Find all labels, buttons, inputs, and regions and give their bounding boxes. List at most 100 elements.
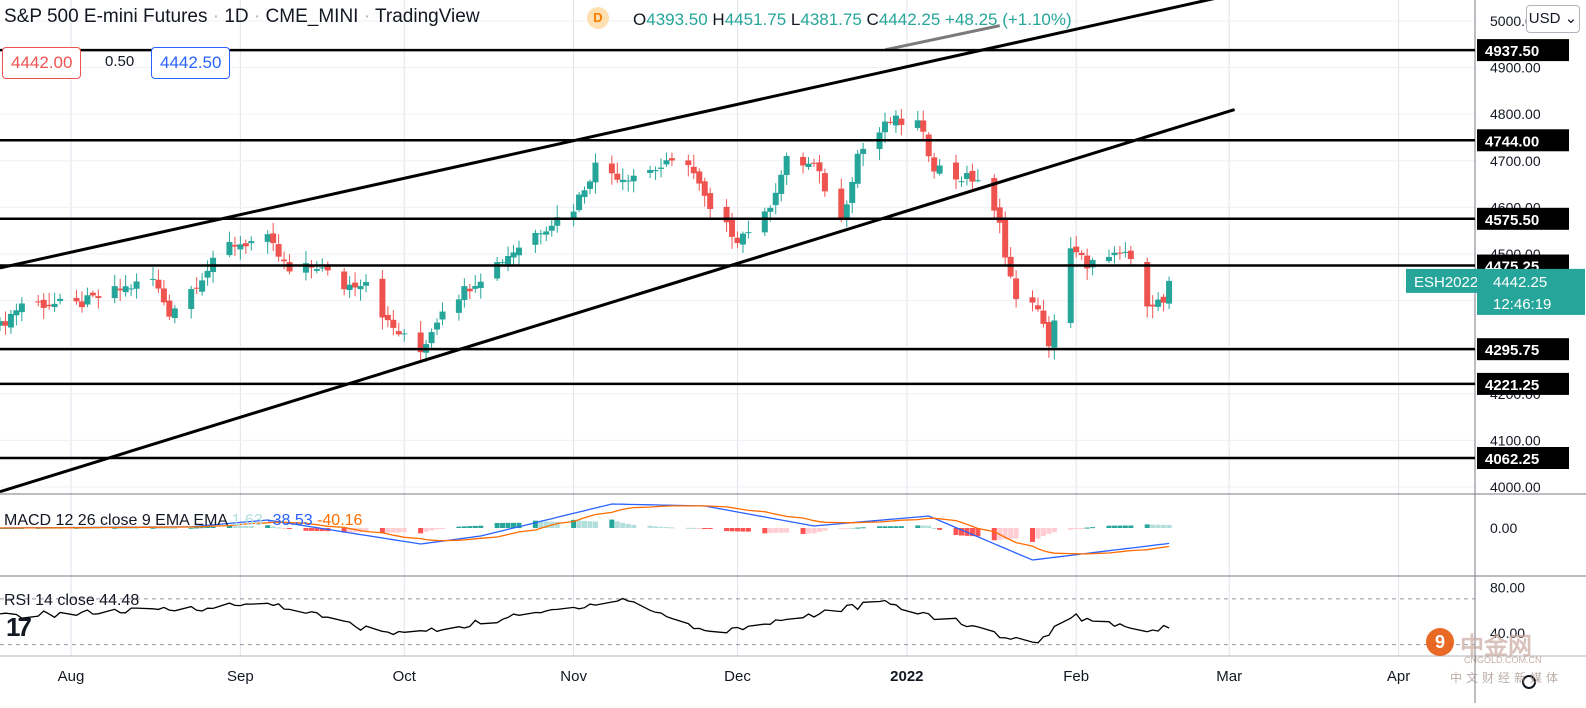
- candle-body[interactable]: [592, 162, 599, 183]
- candle-body[interactable]: [281, 259, 288, 262]
- candle-body[interactable]: [958, 181, 965, 183]
- candle-body[interactable]: [931, 157, 938, 172]
- candle-body[interactable]: [505, 256, 512, 265]
- candle-body[interactable]: [313, 269, 320, 271]
- candle-body[interactable]: [286, 262, 293, 272]
- candle-body[interactable]: [1089, 260, 1096, 268]
- candle-body[interactable]: [701, 181, 708, 196]
- candle-body[interactable]: [166, 300, 173, 317]
- data-source-badge[interactable]: D: [587, 7, 609, 29]
- candle-body[interactable]: [537, 233, 544, 235]
- candle-body[interactable]: [46, 304, 53, 307]
- candle-body[interactable]: [401, 333, 408, 335]
- candle-body[interactable]: [352, 282, 359, 288]
- candle-body[interactable]: [854, 153, 861, 184]
- candle-body[interactable]: [439, 311, 446, 320]
- candle-body[interactable]: [658, 167, 665, 169]
- candle-body[interactable]: [925, 134, 932, 157]
- candle-body[interactable]: [685, 160, 692, 166]
- candle-body[interactable]: [882, 121, 888, 133]
- candle-body[interactable]: [199, 280, 206, 292]
- candle-body[interactable]: [171, 308, 178, 319]
- candle-body[interactable]: [346, 284, 353, 291]
- candle-body[interactable]: [237, 244, 244, 250]
- candle-body[interactable]: [1160, 296, 1167, 303]
- candle-body[interactable]: [821, 173, 828, 192]
- candle-body[interactable]: [625, 180, 632, 182]
- candle-body[interactable]: [499, 262, 506, 264]
- candle-body[interactable]: [455, 299, 462, 313]
- candle-body[interactable]: [887, 121, 894, 123]
- candle-body[interactable]: [40, 299, 47, 308]
- candle-body[interactable]: [1144, 261, 1151, 307]
- candle-body[interactable]: [89, 292, 96, 296]
- candle-body[interactable]: [761, 211, 768, 233]
- candle-body[interactable]: [193, 287, 200, 289]
- candle-body[interactable]: [963, 172, 970, 179]
- candle-body[interactable]: [1084, 255, 1091, 269]
- candle-body[interactable]: [302, 263, 309, 273]
- candle-body[interactable]: [734, 237, 741, 244]
- candle-body[interactable]: [739, 233, 746, 245]
- candle-body[interactable]: [1078, 252, 1085, 255]
- candle-body[interactable]: [969, 170, 976, 182]
- candle-body[interactable]: [461, 286, 468, 300]
- candle-body[interactable]: [729, 219, 736, 237]
- candle-body[interactable]: [390, 319, 397, 328]
- candle-body[interactable]: [78, 301, 85, 308]
- rsi-line[interactable]: [0, 597, 1170, 644]
- candle-body[interactable]: [838, 188, 845, 220]
- candle-body[interactable]: [723, 206, 730, 223]
- candle-body[interactable]: [892, 115, 899, 126]
- candle-body[interactable]: [548, 225, 555, 231]
- candle-body[interactable]: [341, 271, 348, 290]
- candle-body[interactable]: [1149, 304, 1156, 307]
- candle-body[interactable]: [772, 192, 779, 206]
- candle-body[interactable]: [363, 282, 370, 286]
- candle-body[interactable]: [133, 281, 140, 289]
- candle-body[interactable]: [0, 321, 3, 326]
- candle-body[interactable]: [1040, 310, 1047, 324]
- candle-body[interactable]: [275, 244, 282, 257]
- candle-body[interactable]: [73, 297, 80, 302]
- buy-button[interactable]: 4442.50: [151, 47, 231, 79]
- candle-body[interactable]: [384, 314, 391, 321]
- candle-body[interactable]: [1122, 251, 1129, 253]
- candle-body[interactable]: [554, 217, 561, 226]
- candle-body[interactable]: [843, 204, 850, 218]
- candle-body[interactable]: [1067, 248, 1074, 324]
- candle-body[interactable]: [614, 173, 621, 180]
- candle-body[interactable]: [188, 289, 195, 309]
- candle-body[interactable]: [226, 241, 233, 256]
- rsi-legend[interactable]: RSI 14 close 44.48: [4, 592, 139, 610]
- candle-body[interactable]: [652, 170, 659, 172]
- macd-signal-line[interactable]: [0, 505, 1170, 555]
- candle-body[interactable]: [270, 233, 277, 244]
- candle-body[interactable]: [1034, 305, 1041, 310]
- candle-body[interactable]: [155, 279, 162, 289]
- candle-body[interactable]: [7, 313, 14, 328]
- candle-body[interactable]: [1105, 256, 1112, 262]
- candle-body[interactable]: [57, 298, 64, 302]
- candle-body[interactable]: [849, 181, 856, 204]
- candle-body[interactable]: [974, 180, 981, 182]
- candle-body[interactable]: [264, 234, 271, 242]
- candle-body[interactable]: [1002, 219, 1009, 258]
- candle-body[interactable]: [324, 265, 331, 271]
- candle-body[interactable]: [308, 265, 315, 268]
- candle-body[interactable]: [51, 303, 58, 308]
- candle-body[interactable]: [991, 178, 998, 211]
- candle-body[interactable]: [149, 278, 156, 280]
- sell-button[interactable]: 4442.00: [2, 47, 82, 79]
- candle-body[interactable]: [395, 331, 402, 335]
- candle-body[interactable]: [2, 321, 9, 326]
- candle-body[interactable]: [428, 332, 435, 344]
- candle-body[interactable]: [1029, 297, 1036, 303]
- candle-body[interactable]: [122, 286, 129, 293]
- candle-body[interactable]: [810, 162, 817, 164]
- candle-body[interactable]: [690, 166, 697, 174]
- candle-body[interactable]: [417, 332, 424, 353]
- candle-body[interactable]: [472, 286, 479, 289]
- trendline-lower[interactable]: [0, 108, 1236, 494]
